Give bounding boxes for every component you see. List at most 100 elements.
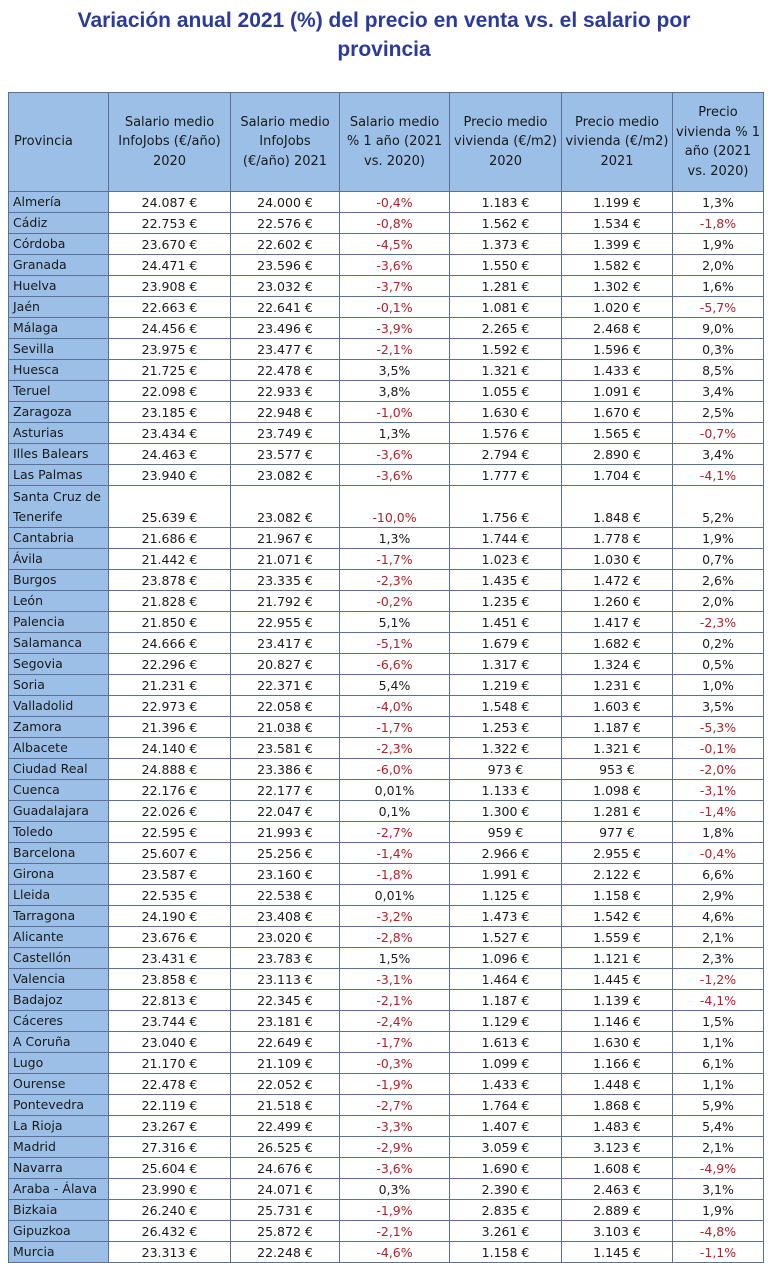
precio-2021-cell: 1.020 € — [561, 296, 673, 318]
table-row: Cádiz 22.753 €22.576 € -0,8% 1.562 €1.534 €… — [8, 212, 764, 234]
salario-variacion-cell: 5,4% — [339, 673, 450, 696]
precio-2020-cell: 1.096 € — [449, 946, 562, 969]
salario-2021-cell: 26.525 € — [230, 1135, 340, 1158]
precio-2021-cell: 1.145 € — [561, 1240, 673, 1263]
precio-2021-cell: 1.565 € — [561, 422, 673, 444]
provincia-cell: Sevilla — [8, 338, 109, 360]
table-row: Huelva 23.908 €23.032 € -3,7% 1.281 €1.302 … — [8, 275, 764, 297]
salario-variacion-cell: -5,1% — [339, 631, 450, 654]
precio-variacion-cell: 1,1% — [672, 1072, 764, 1095]
table-row: Valladolid 22.973 €22.058 € -4,0% 1.548 €1.… — [8, 694, 764, 717]
precio-variacion-cell: 2,5% — [672, 401, 764, 423]
salario-2020-cell: 23.267 € — [108, 1114, 231, 1137]
column-header-salario-2021: Salario medio InfoJobs (€/año) 2021 — [230, 92, 340, 192]
salario-2021-cell: 24.000 € — [230, 191, 340, 213]
precio-2021-cell: 1.608 € — [561, 1156, 673, 1179]
precio-2021-cell: 1.417 € — [561, 610, 673, 633]
precio-2020-cell: 1.433 € — [449, 1072, 562, 1095]
salario-2020-cell: 21.828 € — [108, 589, 231, 612]
precio-2021-cell: 1.448 € — [561, 1072, 673, 1095]
provincia-cell: Murcia — [8, 1240, 109, 1263]
precio-2021-cell: 953 € — [561, 757, 673, 780]
precio-2021-cell: 2.890 € — [561, 443, 673, 465]
table-row: Salamanca 24.666 €23.417 € -5,1% 1.679 €1.6… — [8, 631, 764, 654]
salario-2020-cell: 24.190 € — [108, 904, 231, 927]
salario-2020-cell: 23.431 € — [108, 946, 231, 969]
salario-variacion-cell: -0,2% — [339, 589, 450, 612]
salario-2021-cell: 23.032 € — [230, 275, 340, 297]
precio-variacion-cell: 6,1% — [672, 1051, 764, 1074]
provincia-cell: Ciudad Real — [8, 757, 109, 780]
salario-2020-cell: 21.396 € — [108, 715, 231, 738]
salario-2020-cell: 23.434 € — [108, 422, 231, 444]
precio-variacion-cell: 0,2% — [672, 631, 764, 654]
precio-2021-cell: 1.139 € — [561, 988, 673, 1011]
salario-2020-cell: 22.176 € — [108, 778, 231, 801]
precio-2021-cell: 1.848 € — [561, 485, 673, 528]
precio-2020-cell: 1.183 € — [449, 191, 562, 213]
salario-2021-cell: 21.109 € — [230, 1051, 340, 1074]
precio-2021-cell: 1.445 € — [561, 967, 673, 990]
salario-variacion-cell: -3,6% — [339, 443, 450, 465]
salario-2021-cell: 23.577 € — [230, 443, 340, 465]
salario-variacion-cell: -2,4% — [339, 1009, 450, 1032]
precio-2020-cell: 1.055 € — [449, 380, 562, 402]
table-row: Ourense 22.478 €22.052 € -1,9% 1.433 €1.448… — [8, 1072, 764, 1095]
precio-2021-cell: 1.559 € — [561, 925, 673, 948]
salario-variacion-cell: -2,3% — [339, 568, 450, 591]
precio-2021-cell: 1.582 € — [561, 254, 673, 276]
salario-2020-cell: 23.040 € — [108, 1030, 231, 1053]
salario-2021-cell: 22.052 € — [230, 1072, 340, 1095]
precio-2021-cell: 1.542 € — [561, 904, 673, 927]
precio-2021-cell: 1.704 € — [561, 464, 673, 486]
precio-2021-cell: 1.630 € — [561, 1030, 673, 1053]
provincia-cell: Segovia — [8, 652, 109, 675]
table-row: Castellón 23.431 €23.783 €1,5% 1.096 €1.12… — [8, 946, 764, 969]
precio-2021-cell: 1.534 € — [561, 212, 673, 234]
table-row: Bizkaia 26.240 €25.731 € -1,9% 2.835 €2.889… — [8, 1198, 764, 1221]
precio-2020-cell: 1.527 € — [449, 925, 562, 948]
salario-2020-cell: 23.744 € — [108, 1009, 231, 1032]
salario-variacion-cell: 1,5% — [339, 946, 450, 969]
precio-2021-cell: 1.670 € — [561, 401, 673, 423]
precio-2021-cell: 1.682 € — [561, 631, 673, 654]
salario-2021-cell: 22.538 € — [230, 883, 340, 906]
provincia-cell: Las Palmas — [8, 464, 109, 486]
salario-2021-cell: 21.038 € — [230, 715, 340, 738]
precio-2021-cell: 3.103 € — [561, 1219, 673, 1242]
table-row: Huesca 21.725 €22.478 €3,5% 1.321 €1.433 €… — [8, 359, 764, 381]
table-row: Illes Balears 24.463 €23.577 € -3,6% 2.794 … — [8, 443, 764, 465]
salario-2021-cell: 23.160 € — [230, 862, 340, 885]
precio-2020-cell: 1.081 € — [449, 296, 562, 318]
salario-2021-cell: 23.783 € — [230, 946, 340, 969]
salario-2021-cell: 21.518 € — [230, 1093, 340, 1116]
salario-variacion-cell: -2,9% — [339, 1135, 450, 1158]
salario-2021-cell: 21.071 € — [230, 547, 340, 570]
table-row: Zaragoza 23.185 €22.948 € -1,0% 1.630 €1.67… — [8, 401, 764, 423]
precio-2020-cell: 973 € — [449, 757, 562, 780]
salario-variacion-cell: -3,6% — [339, 464, 450, 486]
column-header-precio-2021: Precio medio vivienda (€/m2) 2021 — [561, 92, 673, 192]
salario-2020-cell: 25.639 € — [108, 485, 231, 528]
salario-2021-cell: 21.792 € — [230, 589, 340, 612]
precio-2020-cell: 1.451 € — [449, 610, 562, 633]
precio-variacion-cell: 1,5% — [672, 1009, 764, 1032]
table-row: Burgos 23.878 €23.335 € -2,3% 1.435 €1.472 … — [8, 568, 764, 591]
table-row: La Rioja 23.267 €22.499 € -3,3% 1.407 €1.48… — [8, 1114, 764, 1137]
salario-variacion-cell: -3,6% — [339, 254, 450, 276]
salario-variacion-cell: -1,7% — [339, 715, 450, 738]
salario-2020-cell: 21.725 € — [108, 359, 231, 381]
provincia-cell: Gipuzkoa — [8, 1219, 109, 1242]
precio-variacion-cell: -1,4% — [672, 799, 764, 822]
table-row: Cuenca 22.176 €22.177 €0,01% 1.133 €1.098 … — [8, 778, 764, 801]
salario-2021-cell: 22.058 € — [230, 694, 340, 717]
precio-2020-cell: 1.158 € — [449, 1240, 562, 1263]
table-row: Murcia 23.313 €22.248 € -4,6% 1.158 €1.145 … — [8, 1240, 764, 1263]
table-row: Barcelona 25.607 €25.256 € -1,4% 2.966 €2.9… — [8, 841, 764, 864]
precio-variacion-cell: -2,0% — [672, 757, 764, 780]
precio-2020-cell: 1.764 € — [449, 1093, 562, 1116]
salario-variacion-cell: -2,1% — [339, 338, 450, 360]
salario-2021-cell: 25.256 € — [230, 841, 340, 864]
precio-2020-cell: 1.407 € — [449, 1114, 562, 1137]
provincia-cell: Huelva — [8, 275, 109, 297]
